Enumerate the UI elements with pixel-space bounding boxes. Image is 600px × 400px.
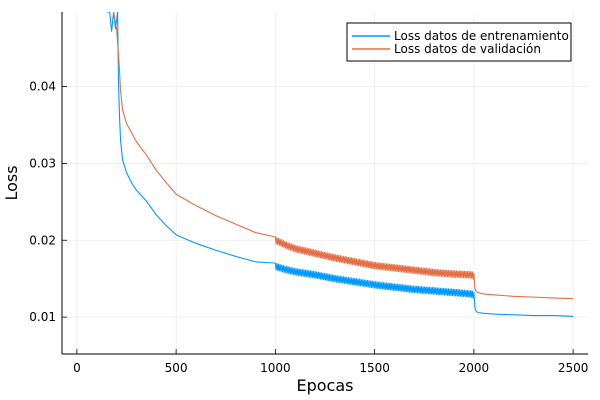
x-tick-label: 2500 xyxy=(558,361,589,375)
legend: Loss datos de entrenamiento Loss datos d… xyxy=(346,22,572,62)
series-line-val xyxy=(113,12,574,300)
legend-label-val: Loss datos de validación xyxy=(394,42,541,56)
y-tick-label: 0.04 xyxy=(29,80,56,94)
axes xyxy=(61,12,588,355)
x-ticks: 0 500 1000 1500 2000 2500 xyxy=(73,349,588,375)
x-tick-label: 1000 xyxy=(260,361,291,375)
x-axis-title: Epocas xyxy=(297,376,354,395)
y-tick-label: 0.03 xyxy=(29,156,56,170)
x-tick-label: 0 xyxy=(73,361,81,375)
y-axis-title: Loss xyxy=(2,165,21,200)
x-tick-label: 1500 xyxy=(359,361,390,375)
x-tick-label: 2000 xyxy=(459,361,490,375)
y-tick-label: 0.02 xyxy=(29,233,56,247)
grid-lines xyxy=(62,12,588,354)
x-tick-label: 500 xyxy=(165,361,188,375)
legend-box xyxy=(346,22,572,62)
series-layer xyxy=(106,12,574,317)
y-ticks: 0.01 0.02 0.03 0.04 xyxy=(29,80,67,324)
y-tick-label: 0.01 xyxy=(29,310,56,324)
series-line-train xyxy=(106,12,574,317)
legend-label-train: Loss datos de entrenamiento xyxy=(394,29,569,43)
